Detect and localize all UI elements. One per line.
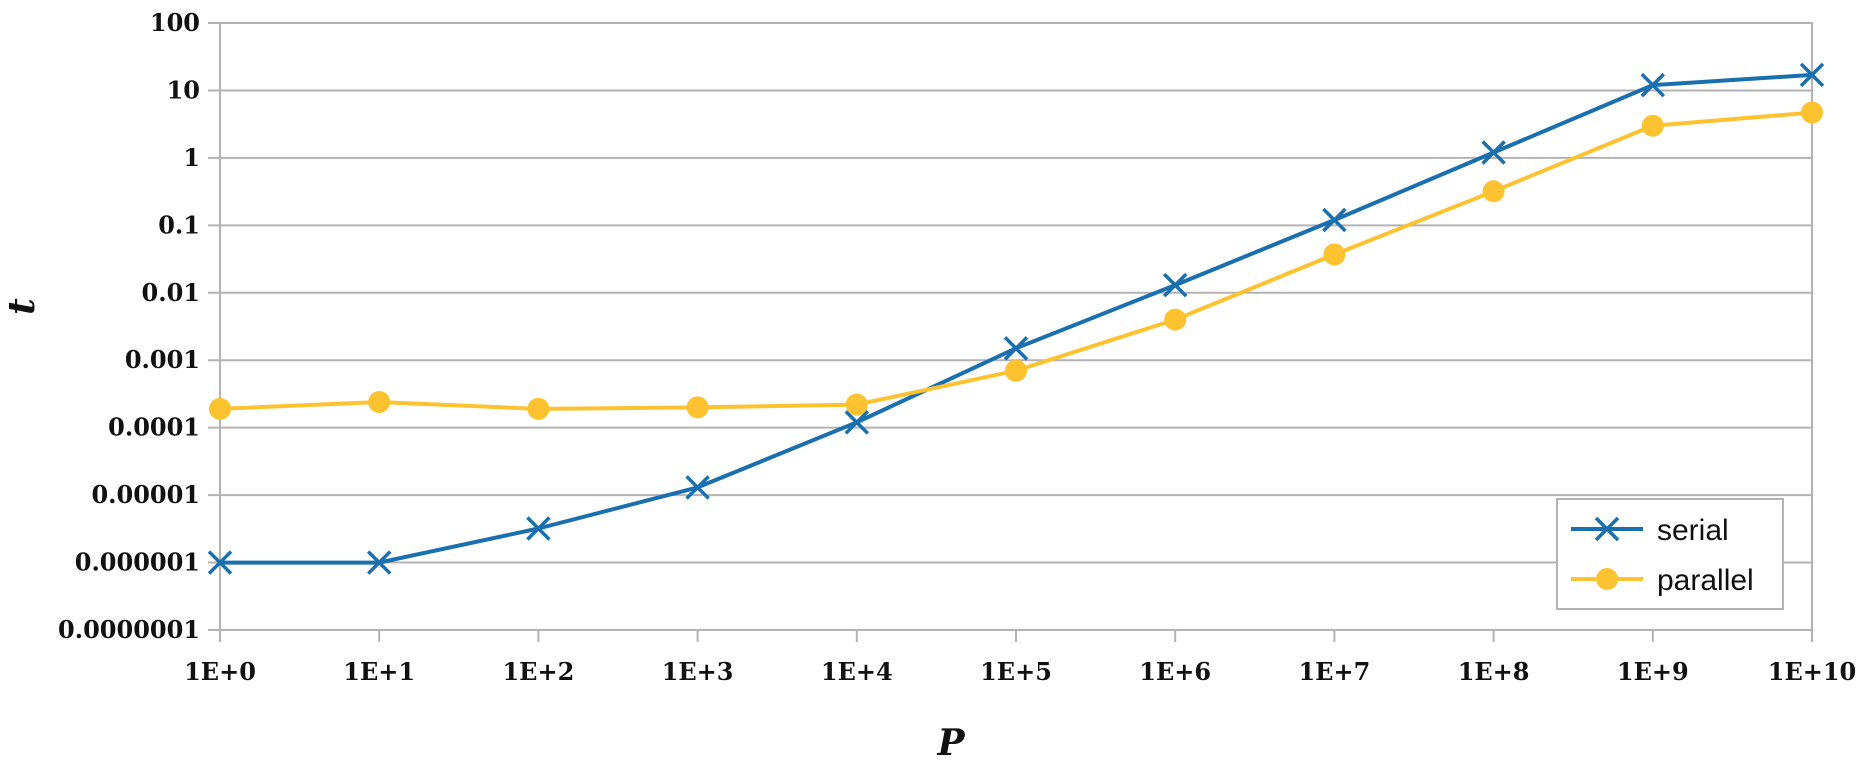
data-point-serial	[1322, 207, 1347, 233]
legend-label-serial: serial	[1657, 514, 1729, 547]
y-tick-label: 0.001	[125, 345, 200, 374]
data-point-parallel	[209, 397, 231, 420]
x-axis-title: P	[936, 722, 965, 764]
y-axis-title: t	[1, 298, 43, 315]
data-point-parallel	[368, 391, 391, 414]
y-tick-label: 0.00001	[91, 480, 200, 509]
legend-marker-serial	[1594, 516, 1620, 542]
data-point-parallel	[527, 397, 550, 420]
data-point-serial	[1003, 336, 1029, 361]
plot-frame	[219, 22, 1813, 631]
x-tick-label: 1E+3	[662, 657, 734, 686]
y-tick-label: 0.000001	[75, 548, 200, 577]
series-line-serial	[220, 72, 1813, 565]
y-tick-label: 0.1	[158, 210, 200, 239]
data-point-parallel	[1005, 359, 1027, 382]
data-point-serial	[685, 475, 710, 500]
y-tick-label: 10	[167, 75, 200, 104]
x-tick-labels: 1E+0 1E+1 1E+2 1E+3 1E+4 1E+5 1E+6 1E+7 1E+8 1E+9…	[184, 657, 1856, 686]
data-point-serial	[1640, 72, 1666, 98]
data-point-parallel	[1641, 114, 1664, 137]
data-point-parallel	[1164, 308, 1187, 331]
x-tick-label: 1E+4	[821, 657, 893, 686]
legend: serial parallel	[1556, 498, 1784, 610]
x-tick-label: 1E+1	[343, 657, 415, 686]
data-point-parallel	[686, 396, 709, 419]
y-tick-labels: 0.0000001 0.000001 0.00001 0.0001 0.001 0.01 0…	[58, 8, 200, 644]
data-point-parallel	[1323, 243, 1346, 266]
legend-item-serial: serial	[1571, 514, 1729, 547]
legend-marker-symbol	[1594, 516, 1620, 542]
y-tick-label: 0.0001	[108, 413, 200, 442]
legend-label-parallel: parallel	[1657, 564, 1754, 597]
y-tick-label: 1	[183, 143, 200, 172]
y-tick-label: 0.01	[142, 278, 200, 307]
x-tick-label: 1E+8	[1458, 657, 1530, 686]
legend-item-parallel: parallel	[1571, 564, 1754, 597]
data-point-serial	[1162, 272, 1188, 298]
legend-marker-parallel	[1596, 568, 1618, 590]
data-point-parallel	[845, 393, 868, 416]
data-point-parallel	[1482, 180, 1505, 203]
data-point-serial	[366, 550, 392, 575]
x-tick-label: 1E+6	[1139, 657, 1211, 686]
data-point-serial	[207, 550, 233, 575]
series-group	[207, 62, 1825, 575]
data-point-serial	[844, 410, 870, 435]
y-tick-label: 100	[150, 8, 200, 37]
x-tick-label: 1E+5	[980, 657, 1052, 686]
data-point-serial	[1481, 140, 1506, 165]
data-point-serial	[526, 516, 551, 541]
legend-marker-symbol	[1596, 568, 1618, 590]
legend-box	[1556, 498, 1784, 610]
x-tick-label: 1E+10	[1768, 657, 1857, 686]
x-tick-label: 1E+0	[184, 657, 256, 686]
data-point-serial	[1799, 62, 1825, 88]
x-tick-label: 1E+2	[502, 657, 574, 686]
y-tick-label: 0.0000001	[58, 615, 200, 644]
x-tick-label: 1E+9	[1617, 657, 1689, 686]
data-point-parallel	[1801, 101, 1823, 124]
x-tick-label: 1E+7	[1298, 657, 1370, 686]
